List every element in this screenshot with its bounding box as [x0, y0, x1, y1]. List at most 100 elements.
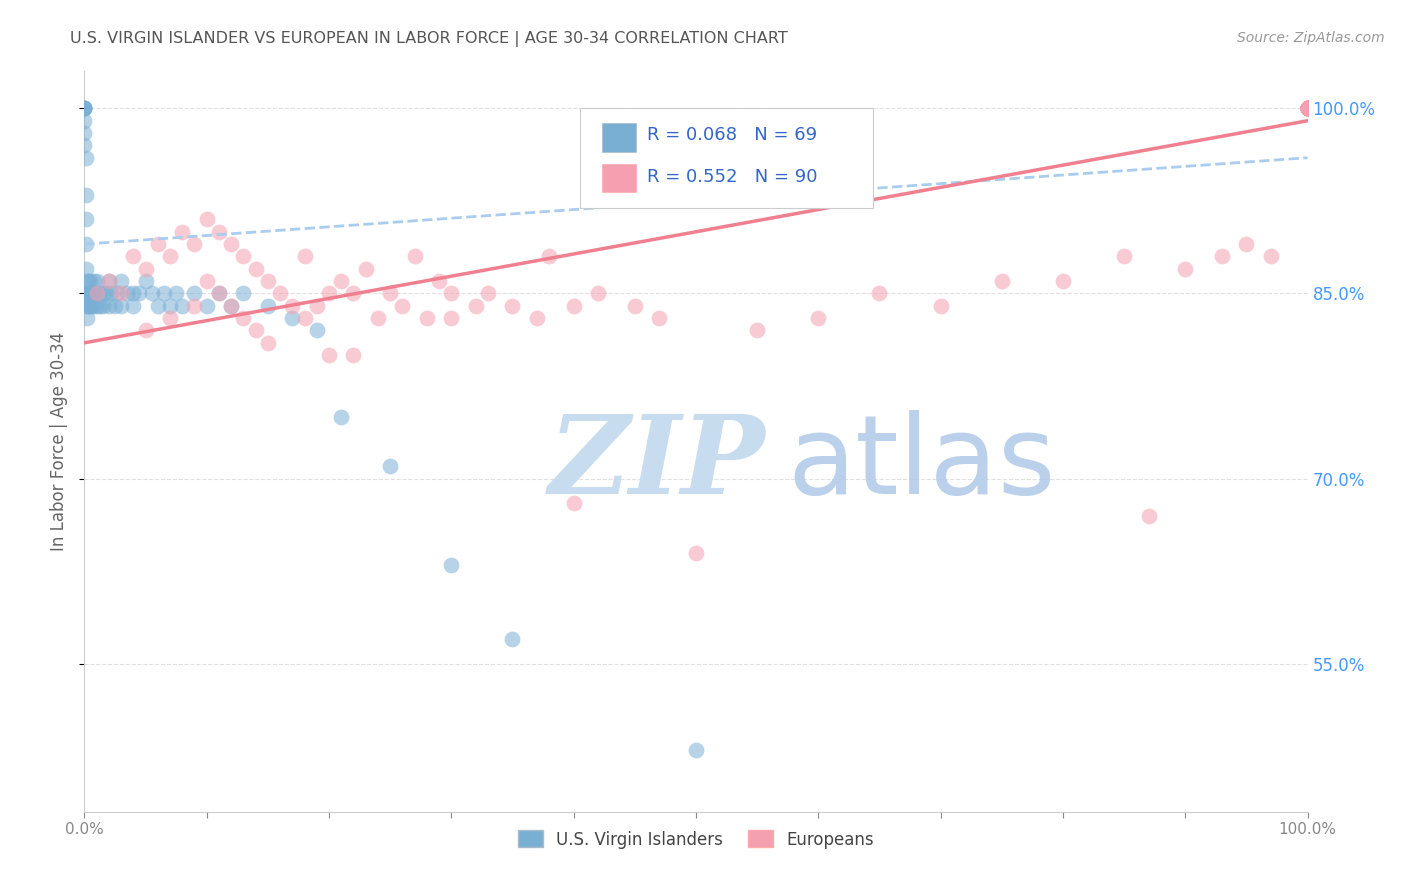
- Point: [80, 299, 103, 313]
- Point: [232, 311, 254, 326]
- Point: [159, 299, 181, 313]
- Point: [354, 261, 377, 276]
- Point: [110, 286, 132, 301]
- Point: [1296, 102, 1319, 116]
- Point: [1296, 102, 1319, 116]
- Point: [195, 299, 218, 313]
- Point: [159, 311, 181, 326]
- Point: [208, 286, 231, 301]
- Point: [305, 299, 328, 313]
- Point: [135, 324, 157, 338]
- Point: [77, 286, 100, 301]
- Point: [76, 274, 98, 288]
- Point: [464, 299, 486, 313]
- Point: [685, 743, 707, 757]
- Point: [165, 286, 187, 301]
- Point: [73, 102, 96, 116]
- Point: [1174, 261, 1197, 276]
- Point: [538, 250, 561, 264]
- Point: [183, 299, 205, 313]
- Point: [1296, 102, 1319, 116]
- Point: [75, 212, 97, 227]
- Point: [73, 102, 96, 116]
- Point: [330, 409, 353, 424]
- Point: [257, 299, 280, 313]
- Text: R = 0.068   N = 69: R = 0.068 N = 69: [647, 127, 817, 145]
- Point: [318, 348, 340, 362]
- Point: [89, 299, 111, 313]
- Point: [1296, 102, 1319, 116]
- Point: [96, 286, 118, 301]
- Point: [1296, 102, 1319, 116]
- Point: [1236, 237, 1258, 252]
- Point: [747, 324, 769, 338]
- Point: [86, 274, 108, 288]
- Point: [73, 102, 96, 116]
- Text: U.S. VIRGIN ISLANDER VS EUROPEAN IN LABOR FORCE | AGE 30-34 CORRELATION CHART: U.S. VIRGIN ISLANDER VS EUROPEAN IN LABO…: [70, 31, 787, 47]
- Point: [195, 274, 218, 288]
- Point: [624, 299, 647, 313]
- Point: [1296, 102, 1319, 116]
- Point: [380, 286, 402, 301]
- Point: [1296, 102, 1319, 116]
- Point: [84, 286, 107, 301]
- Point: [76, 299, 98, 313]
- Point: [427, 274, 450, 288]
- Point: [1052, 274, 1074, 288]
- Point: [330, 274, 353, 288]
- Point: [195, 212, 218, 227]
- Point: [104, 299, 127, 313]
- Point: [146, 299, 169, 313]
- Point: [1296, 102, 1319, 116]
- Point: [75, 237, 97, 252]
- Point: [1296, 102, 1319, 116]
- Point: [1296, 102, 1319, 116]
- FancyBboxPatch shape: [579, 109, 873, 209]
- Point: [73, 102, 96, 116]
- Point: [122, 286, 145, 301]
- Point: [305, 324, 328, 338]
- Point: [97, 299, 120, 313]
- Point: [562, 299, 585, 313]
- Text: atlas: atlas: [787, 410, 1056, 517]
- Point: [245, 324, 267, 338]
- Point: [83, 274, 105, 288]
- Point: [135, 261, 157, 276]
- Point: [79, 299, 101, 313]
- Point: [440, 311, 463, 326]
- Point: [91, 286, 114, 301]
- Point: [1296, 102, 1319, 116]
- Point: [257, 274, 280, 288]
- Point: [77, 286, 100, 301]
- Point: [342, 286, 364, 301]
- Point: [86, 286, 108, 301]
- FancyBboxPatch shape: [602, 164, 636, 193]
- Point: [75, 151, 97, 165]
- Point: [183, 286, 205, 301]
- Point: [685, 546, 707, 560]
- Point: [318, 286, 340, 301]
- Point: [562, 496, 585, 510]
- Point: [1296, 102, 1319, 116]
- Point: [477, 286, 499, 301]
- Point: [100, 286, 122, 301]
- Point: [79, 286, 101, 301]
- Point: [404, 250, 426, 264]
- Point: [208, 225, 231, 239]
- Point: [367, 311, 389, 326]
- Point: [294, 250, 316, 264]
- Point: [208, 286, 231, 301]
- Point: [1114, 250, 1136, 264]
- Point: [172, 299, 194, 313]
- Point: [929, 299, 952, 313]
- Point: [1296, 102, 1319, 116]
- Point: [342, 348, 364, 362]
- Point: [219, 299, 242, 313]
- Point: [232, 286, 254, 301]
- Point: [1296, 102, 1319, 116]
- Point: [1296, 102, 1319, 116]
- Point: [77, 299, 100, 313]
- Point: [159, 250, 181, 264]
- Point: [73, 102, 96, 116]
- FancyBboxPatch shape: [602, 123, 636, 152]
